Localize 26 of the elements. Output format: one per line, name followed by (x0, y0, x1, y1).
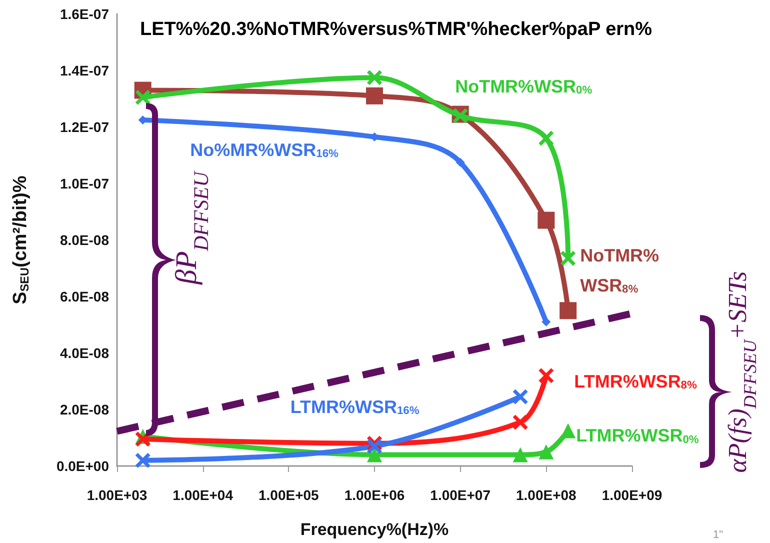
series-label: NoTMR% WSR8% (580, 246, 660, 296)
y-tick-label: 8.0E-08 (60, 232, 110, 248)
x-tick-label: 1.00E+07 (430, 487, 491, 503)
x-tick-label: 1.00E+08 (516, 487, 577, 503)
y-axis-title: SSEU(cm²/bit)% (10, 176, 32, 304)
x-tick-label: 1.00E+05 (258, 487, 320, 503)
series-label: LTMR%WSR0% (576, 426, 699, 446)
y-tick-label: 4.0E-08 (60, 345, 110, 361)
y-tick-label: 1.4E-07 (60, 62, 110, 78)
y-tick-label: 2.0E-08 (60, 402, 110, 418)
x-axis-title: Frequency%(Hz)% (300, 520, 449, 539)
y-tick-label: 1.2E-07 (60, 119, 110, 135)
y-tick-label: 1.6E-07 (60, 6, 110, 22)
series-label: LTMR%WSR16% (290, 396, 420, 417)
x-tick-label: 1.00E+06 (344, 487, 405, 503)
y-tick-label: 6.0E-08 (60, 288, 110, 304)
y-tick-label: 0.0E+00 (56, 458, 110, 474)
y-tick-label: 1.0E-07 (60, 176, 110, 192)
text: 1" (712, 529, 724, 541)
chart-title: LET%%20.3%NoTMR%versus%TMR'%hecker%paP ern% (140, 19, 652, 40)
series-label: LTMR%WSR8% (574, 372, 698, 392)
series-label: NoTMR%WSR0% (455, 76, 592, 96)
x-tick-label: 1.00E+03 (86, 487, 148, 503)
x-tick-label: 1.00E+04 (172, 487, 234, 503)
series-label: No%MR%WSR16% (190, 140, 339, 160)
x-tick-label: 1.00E+09 (602, 487, 662, 503)
